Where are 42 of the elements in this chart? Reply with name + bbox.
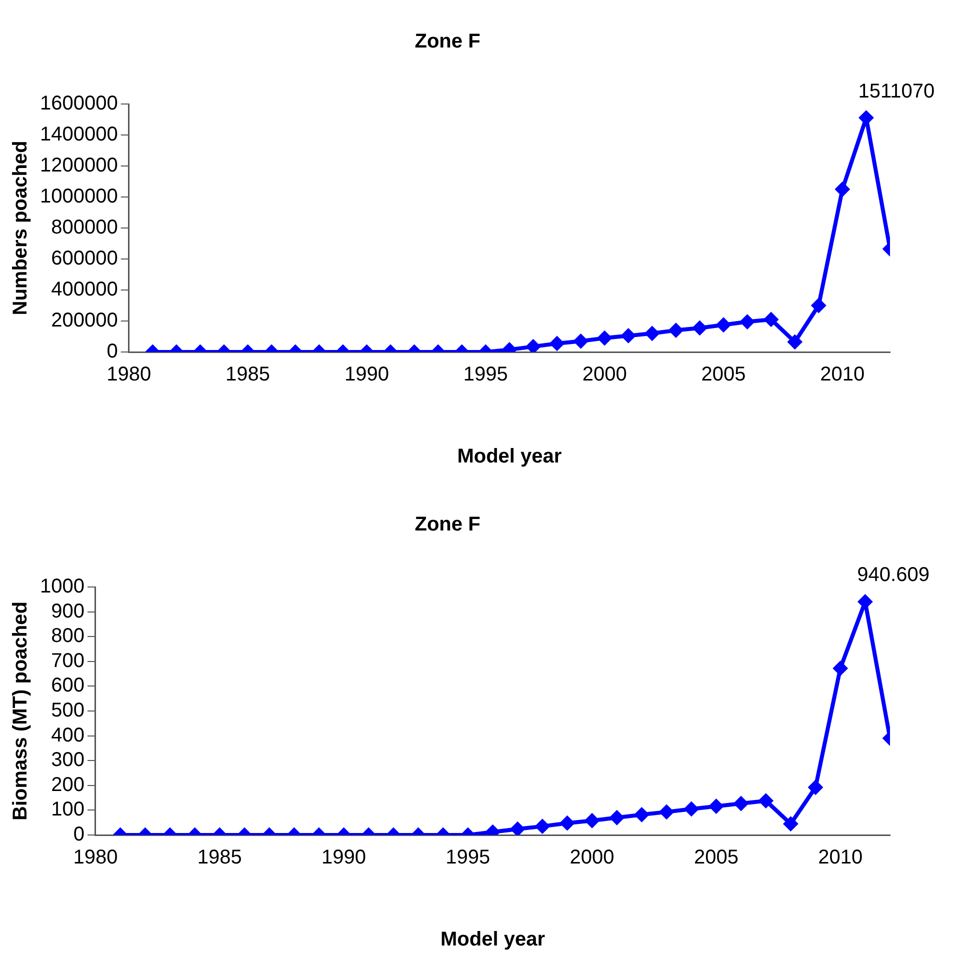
x-tick-label: 2005 <box>694 846 738 869</box>
x-tick-label: 2000 <box>582 364 627 386</box>
x-tick-label: 1985 <box>197 846 242 869</box>
y-tick-label: 1000000 <box>40 186 118 208</box>
y-tick-label: 1600000 <box>40 92 118 115</box>
y-axis-title: Numbers poached <box>10 140 32 316</box>
x-tick-label: 1980 <box>106 364 152 386</box>
y-tick-label: 0 <box>106 340 118 363</box>
y-tick-label: 700 <box>51 650 84 672</box>
x-tick-label: 1980 <box>73 846 118 869</box>
x-tick-label: 1995 <box>463 364 508 386</box>
y-tick-label: 600000 <box>51 248 118 270</box>
y-tick-label: 400 <box>51 724 84 746</box>
data-label: 940.609 <box>857 564 930 586</box>
y-tick-label: 1400000 <box>40 124 118 146</box>
y-tick-label: 600 <box>51 674 84 697</box>
x-tick-label: 2005 <box>701 364 746 386</box>
y-tick-label: 900 <box>51 600 84 622</box>
y-tick-label: 0 <box>73 824 84 846</box>
x-tick-label: 1995 <box>446 846 490 869</box>
y-tick-label: 800000 <box>51 216 118 239</box>
y-tick-label: 1200000 <box>40 154 118 177</box>
x-tick-label: 1990 <box>322 846 366 869</box>
y-tick-label: 400000 <box>51 278 118 301</box>
x-tick-label: 1985 <box>226 364 270 386</box>
x-axis-title: Model year <box>457 446 562 468</box>
y-tick-label: 200 <box>51 774 84 796</box>
chart-title: Zone F <box>414 30 480 53</box>
data-label: 1511070 <box>858 80 935 102</box>
x-tick-label: 1990 <box>344 364 389 386</box>
x-tick-label: 2010 <box>820 364 865 386</box>
y-tick-label: 200000 <box>51 310 118 332</box>
x-tick-label: 2010 <box>818 846 863 869</box>
y-tick-label: 800 <box>51 625 84 648</box>
y-tick-label: 500 <box>51 700 84 722</box>
y-tick-label: 1000 <box>40 576 84 598</box>
chart-title: Zone F <box>414 514 480 536</box>
x-tick-label: 2000 <box>570 846 614 869</box>
x-axis-title: Model year <box>440 928 546 951</box>
y-tick-label: 300 <box>51 749 84 772</box>
y-tick-label: 100 <box>51 798 84 821</box>
y-axis-title: Biomass (MT) poached <box>10 602 32 820</box>
